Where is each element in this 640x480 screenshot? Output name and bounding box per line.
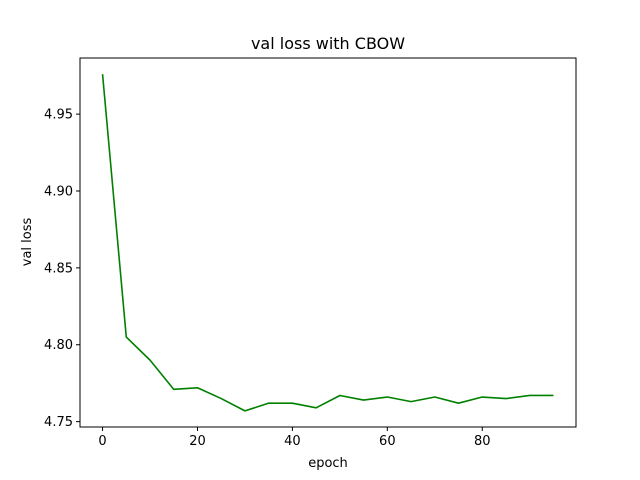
axes-frame (79, 57, 577, 428)
y-axis-label: val loss (20, 218, 35, 267)
y-tick-label: 4.90 (44, 184, 73, 199)
x-tick-label: 60 (379, 434, 396, 449)
y-tick-label: 4.75 (44, 415, 73, 430)
axes: 0 20 40 60 80 4.75 4.80 4.85 4.90 4.95 (44, 57, 577, 449)
chart-title: val loss with CBOW (251, 34, 405, 53)
x-tick-label: 20 (189, 434, 206, 449)
x-axis-label: epoch (308, 456, 348, 471)
x-tick-label: 40 (284, 434, 301, 449)
y-tick-label: 4.80 (44, 338, 73, 353)
y-tick-label: 4.95 (44, 108, 73, 123)
x-tick-label: 80 (474, 434, 491, 449)
x-tick-label: 0 (98, 434, 106, 449)
plot-area (101, 74, 554, 412)
y-tick-label: 4.85 (44, 261, 73, 276)
series-line-0 (101, 74, 554, 412)
